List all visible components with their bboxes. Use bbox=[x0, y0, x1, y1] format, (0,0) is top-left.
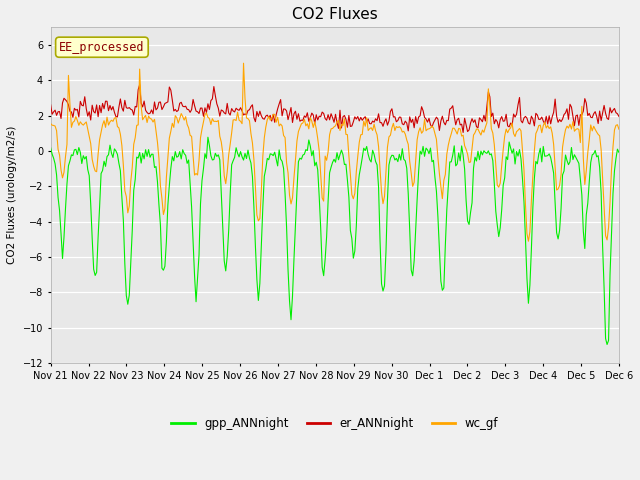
Text: EE_processed: EE_processed bbox=[59, 41, 145, 54]
Title: CO2 Fluxes: CO2 Fluxes bbox=[292, 7, 378, 22]
Y-axis label: CO2 Fluxes (urology/m2/s): CO2 Fluxes (urology/m2/s) bbox=[7, 126, 17, 264]
Legend: gpp_ANNnight, er_ANNnight, wc_gf: gpp_ANNnight, er_ANNnight, wc_gf bbox=[166, 413, 503, 435]
